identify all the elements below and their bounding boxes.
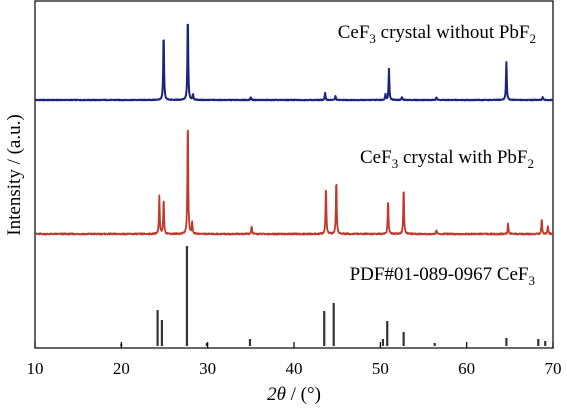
x-tick-label: 40	[286, 359, 303, 378]
x-tick-label: 60	[458, 359, 475, 378]
series-line	[34, 23, 554, 102]
series-label-1: CeF3 crystal without PbF2	[338, 22, 536, 46]
series-line	[34, 129, 554, 236]
series-label-3: PDF#01-089-0967 CeF3	[350, 264, 535, 288]
x-tick-label: 70	[545, 359, 562, 378]
plot-frame	[34, 0, 554, 349]
x-tick-label: 10	[27, 359, 44, 378]
x-tick-label: 50	[372, 359, 389, 378]
series-layer	[34, 23, 554, 346]
series-3	[120, 246, 547, 346]
x-axis-ticks: 10 20 30 40 50 60 70	[27, 342, 562, 378]
series-labels: CeF3 crystal without PbF2 CeF3 crystal wi…	[338, 22, 536, 288]
x-tick-label: 30	[199, 359, 216, 378]
y-axis-label: Intensity / (a.u.)	[4, 114, 25, 235]
series-2	[34, 129, 554, 236]
x-tick-label: 20	[113, 359, 130, 378]
series-1	[34, 23, 554, 102]
x-axis-label: 2θ / (°)	[267, 384, 321, 405]
series-label-2: CeF3 crystal with PbF2	[360, 147, 534, 171]
